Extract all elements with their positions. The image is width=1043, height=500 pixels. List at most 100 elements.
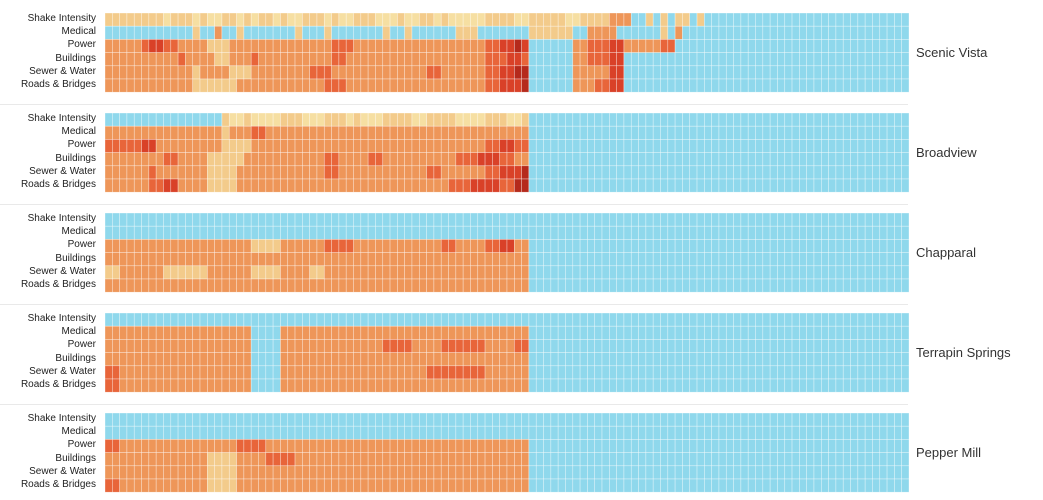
heatmap-cell [448, 425, 457, 440]
heatmap-cell [155, 152, 164, 167]
heatmap-cell [630, 325, 639, 340]
heatmap-cell [221, 52, 230, 67]
heatmap-cell [499, 25, 508, 40]
heatmap-cell [397, 278, 405, 293]
heatmap-cell [521, 452, 530, 467]
heatmap-cell [397, 325, 405, 340]
heatmap-cell [645, 213, 654, 227]
heatmap-cell [499, 239, 508, 253]
heatmap-cell [477, 378, 486, 393]
heatmap-cell [477, 139, 486, 153]
heatmap-cell [601, 439, 610, 453]
heatmap-cell [864, 78, 873, 93]
heatmap-cell [309, 413, 318, 427]
heatmap-cell [813, 378, 822, 393]
heatmap-cell [733, 352, 742, 367]
heatmap-cell [192, 252, 201, 267]
heatmap-cell [302, 313, 310, 327]
heatmap-cell [499, 439, 508, 453]
heatmap-cell [733, 252, 742, 267]
heatmap-cell [521, 313, 530, 327]
heatmap-cell [214, 13, 223, 27]
heatmap-cell [404, 313, 413, 327]
heatmap-cell [579, 139, 588, 153]
heatmap-cell [609, 65, 617, 80]
heatmap-cell [280, 413, 289, 427]
heatmap-cell [484, 165, 493, 180]
heatmap-cell [462, 165, 471, 180]
heatmap-cell [280, 465, 289, 480]
heatmap-cell [323, 439, 332, 453]
heatmap-cell [302, 125, 310, 140]
heatmap-cell [784, 113, 793, 127]
heatmap-cell [652, 325, 661, 340]
heatmap-cell [382, 365, 391, 380]
heatmap-cell [835, 152, 844, 167]
heatmap-cell [791, 452, 800, 467]
heatmap-cell [799, 339, 807, 353]
heatmap-cell [367, 152, 376, 167]
heatmap-cell [799, 413, 807, 427]
heatmap-cell [367, 25, 376, 40]
heatmap-cell [850, 178, 859, 193]
heatmap-cell [236, 78, 245, 93]
heatmap-cell [323, 413, 332, 427]
heatmap-cell [353, 225, 362, 240]
heatmap-cell [287, 425, 296, 440]
heatmap-cell [287, 439, 296, 453]
heatmap-cell [309, 25, 318, 40]
heatmap-cell [148, 252, 157, 267]
heatmap-cell [177, 178, 186, 193]
heatmap-cell [725, 125, 734, 140]
heatmap-cell [470, 265, 479, 280]
heatmap-cell [872, 478, 881, 493]
heatmap-cell [228, 439, 237, 453]
heatmap-cell [609, 313, 617, 327]
heatmap-cell [820, 213, 829, 227]
heatmap-cell [309, 125, 318, 140]
heatmap-cell [696, 325, 705, 340]
heatmap-cell [725, 152, 734, 167]
heatmap-cell [170, 65, 179, 80]
heatmap-cell [499, 125, 508, 140]
heatmap-cell [177, 425, 186, 440]
heatmap-cell [404, 25, 413, 40]
heatmap-cell [214, 239, 223, 253]
heatmap-cell [353, 139, 362, 153]
heatmap-cell [820, 113, 829, 127]
heatmap-cell [506, 365, 515, 380]
heatmap-cell [389, 125, 398, 140]
heatmap-cell [689, 225, 698, 240]
heatmap-cell [148, 213, 157, 227]
heatmap-cell [214, 425, 223, 440]
heatmap-cell [660, 478, 669, 493]
heatmap-cell [192, 113, 201, 127]
heatmap-cell [769, 125, 778, 140]
heatmap-cell [725, 413, 734, 427]
row-label: Medical [61, 26, 96, 38]
heatmap-cell [579, 265, 588, 280]
heatmap-cell [492, 65, 500, 80]
heatmap-cell [367, 452, 376, 467]
heatmap-cell [126, 365, 135, 380]
heatmap-cell [272, 213, 281, 227]
heatmap-cell [462, 325, 471, 340]
heatmap-cell [287, 465, 296, 480]
heatmap-cell [316, 339, 325, 353]
heatmap-cell [316, 239, 325, 253]
heatmap-cell [733, 139, 742, 153]
heatmap-cell [258, 352, 267, 367]
heatmap-cell [294, 78, 303, 93]
heatmap-cell [733, 213, 742, 227]
heatmap-cell [850, 313, 859, 327]
heatmap-cell [250, 213, 259, 227]
heatmap-cell [228, 78, 237, 93]
heatmap-cell [820, 65, 829, 80]
heatmap-cell [740, 65, 749, 80]
heatmap-cell [777, 25, 786, 40]
heatmap-cell [163, 25, 172, 40]
heatmap-cell [791, 478, 800, 493]
heatmap-cell [323, 139, 332, 153]
heatmap-cell [630, 339, 639, 353]
heatmap-cell [411, 213, 420, 227]
